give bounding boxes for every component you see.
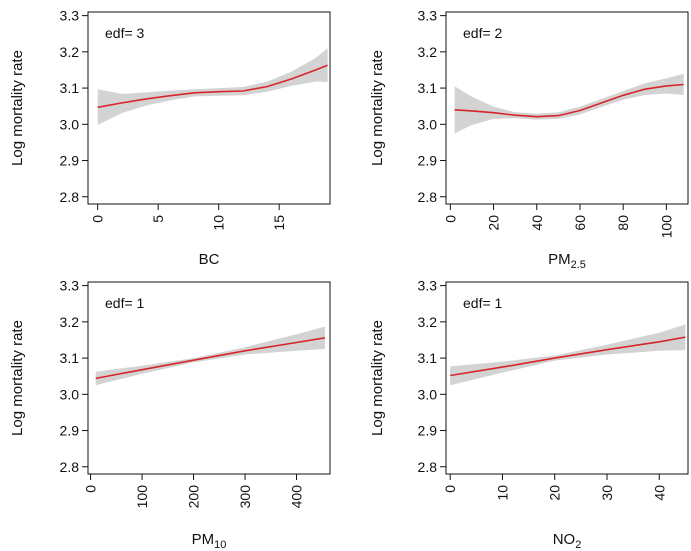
edf-annotation: edf= 3	[105, 25, 145, 41]
y-tick-label: 3.1	[418, 350, 438, 366]
plot-frame	[445, 11, 689, 205]
y-tick-label: 3.0	[60, 386, 80, 402]
x-axis-label: PM2.5	[548, 251, 586, 271]
y-tick-label: 3.0	[418, 386, 438, 402]
x-tick-label: 15	[271, 215, 287, 231]
y-tick-label: 3.2	[418, 314, 438, 330]
x-tick-label: 60	[572, 215, 588, 231]
x-tick-label: 300	[237, 485, 253, 509]
x-tick-label: 10	[494, 485, 510, 501]
y-tick-label: 3.1	[60, 80, 80, 96]
y-tick-label: 3.0	[60, 116, 80, 132]
chart-panel-bottom-right: 2.8 2.9 3.0 3.1 3.2 3.3 0 10 20 30 40 Log mortality…	[369, 278, 689, 551]
x-axis-label-subscript: 2.5	[571, 259, 586, 271]
y-tick-label: 2.9	[418, 153, 438, 169]
x-tick-label: 100	[658, 215, 674, 239]
y-tick-label: 2.8	[418, 189, 438, 205]
x-axis-label: NO2	[553, 531, 582, 551]
x-tick-label: 80	[615, 215, 631, 231]
x-axis-label-main: BC	[199, 251, 220, 268]
y-tick-label: 3.3	[60, 8, 80, 24]
x-tick-label: 0	[442, 485, 458, 493]
x-tick-label: 20	[486, 215, 502, 231]
y-axis-label: Log mortality rate	[9, 320, 26, 436]
y-tick-label: 3.1	[418, 80, 438, 96]
x-tick-label: 5	[150, 215, 166, 223]
x-axis-label-subscript: 10	[214, 539, 226, 551]
fitted-line	[97, 64, 328, 109]
y-tick-label: 2.8	[418, 459, 438, 475]
x-tick-label: 20	[547, 485, 563, 501]
chart-panel-top-left: 2.8 2.9 3.0 3.1 3.2 3.3 0 5 10 15 Log mortality ra…	[9, 8, 331, 268]
x-tick-label: 0	[83, 485, 99, 493]
plot-frame	[87, 281, 331, 475]
fitted-line	[454, 83, 684, 118]
y-tick-label: 2.9	[60, 153, 80, 169]
y-tick-label: 2.8	[60, 189, 80, 205]
x-tick-label: 10	[211, 215, 227, 231]
confidence-band	[450, 324, 686, 386]
edf-annotation: edf= 2	[463, 25, 503, 41]
y-tick-label: 3.3	[418, 8, 438, 24]
y-tick-label: 3.1	[60, 350, 80, 366]
plot-frame	[445, 281, 689, 475]
chart-panel-bottom-left: 2.8 2.9 3.0 3.1 3.2 3.3 0 100 200 300 400 Log morta…	[9, 278, 331, 551]
confidence-band	[95, 326, 325, 386]
x-tick-label: 400	[289, 485, 305, 509]
x-tick-label: 30	[599, 485, 615, 501]
x-tick-label: 0	[442, 215, 458, 223]
y-axis-label: Log mortality rate	[369, 320, 386, 436]
x-axis-label-main: NO	[553, 531, 576, 548]
y-tick-label: 3.0	[418, 116, 438, 132]
y-tick-label: 3.2	[60, 314, 80, 330]
x-axis-label: PM10	[192, 531, 227, 551]
y-axis-label: Log mortality rate	[9, 50, 26, 166]
fitted-line	[95, 337, 326, 380]
edf-annotation: edf= 1	[463, 295, 503, 311]
edf-annotation: edf= 1	[105, 295, 145, 311]
x-tick-label: 200	[186, 485, 202, 509]
confidence-band	[454, 73, 684, 134]
x-axis-label-main: PM	[548, 251, 571, 268]
x-tick-label: 100	[134, 485, 150, 509]
x-tick-label: 0	[90, 215, 106, 223]
y-tick-label: 3.3	[60, 278, 80, 294]
y-tick-label: 2.9	[418, 423, 438, 439]
confidence-band	[97, 48, 328, 126]
y-tick-label: 3.2	[418, 44, 438, 60]
y-axis-label: Log mortality rate	[369, 50, 386, 166]
x-axis-label-main: PM	[192, 531, 215, 548]
y-tick-label: 3.2	[60, 44, 80, 60]
x-axis-label-subscript: 2	[575, 539, 581, 551]
fitted-line	[450, 336, 686, 377]
y-tick-label: 3.3	[418, 278, 438, 294]
x-tick-label: 40	[651, 485, 667, 501]
x-axis-label: BC	[199, 251, 220, 268]
y-tick-label: 2.9	[60, 423, 80, 439]
y-tick-label: 2.8	[60, 459, 80, 475]
plot-frame	[87, 11, 331, 205]
x-tick-label: 40	[529, 215, 545, 231]
chart-panel-top-right: 2.8 2.9 3.0 3.1 3.2 3.3 0 20 40 60 80 100 Log mortal…	[369, 8, 689, 271]
